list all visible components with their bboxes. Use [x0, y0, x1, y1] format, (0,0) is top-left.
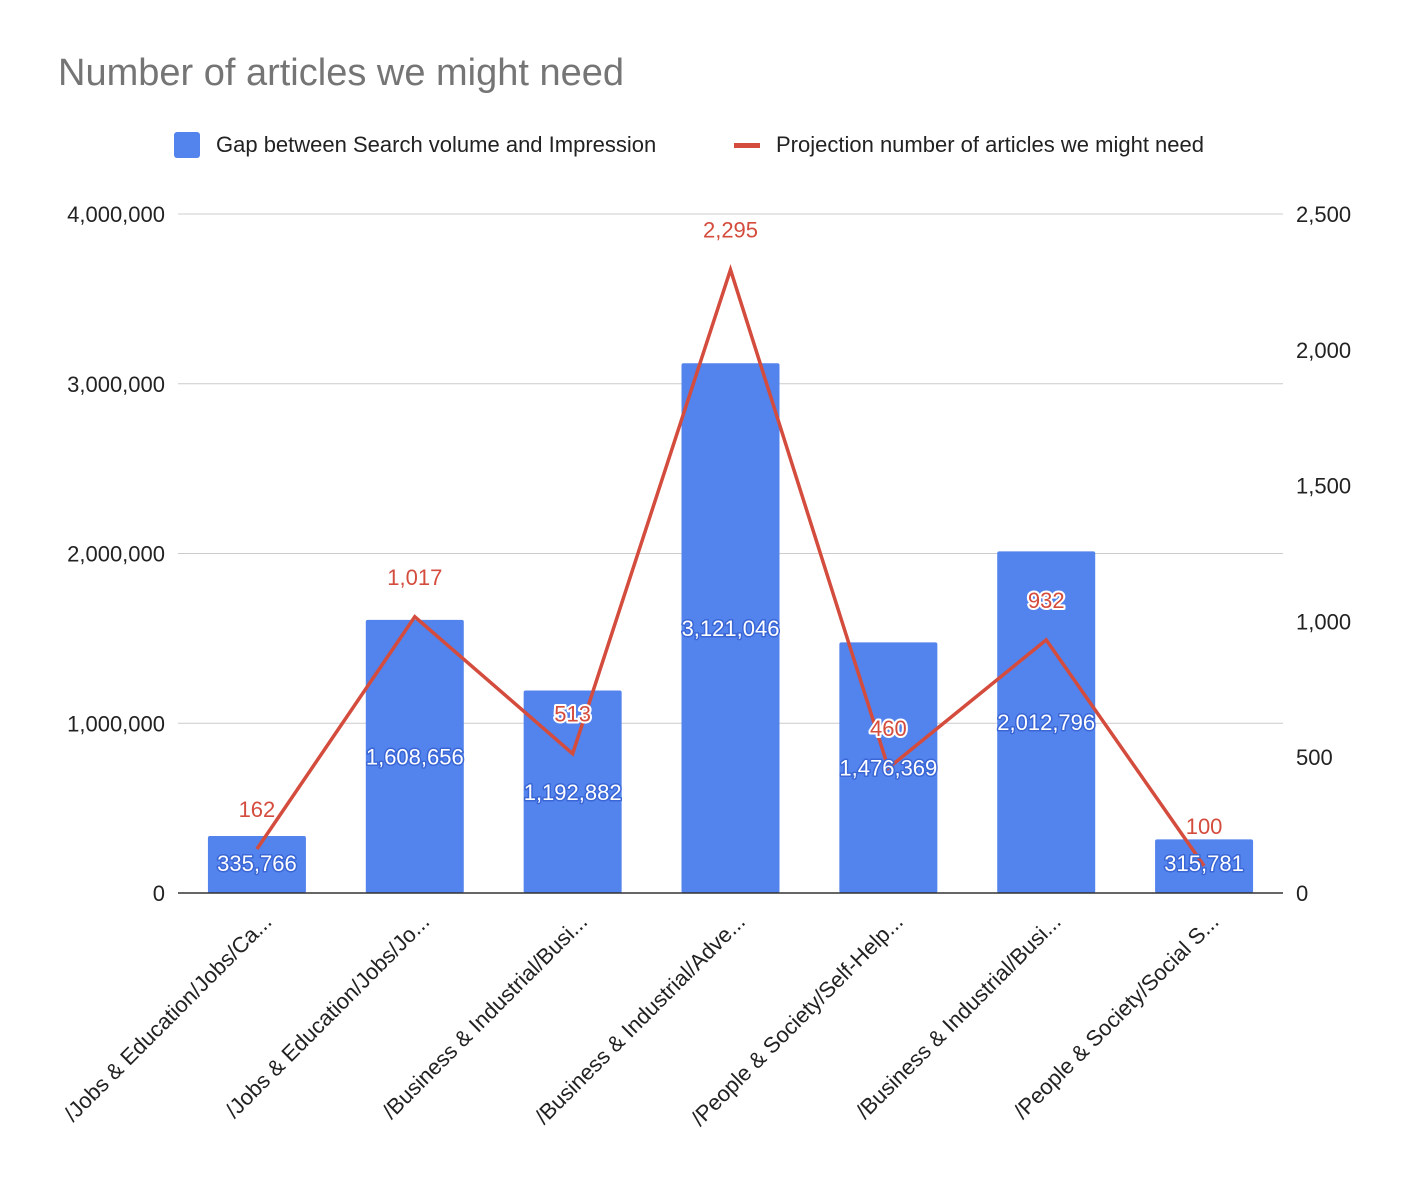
y-left-tick-label: 1,000,000: [67, 711, 165, 736]
line-data-label: 162: [239, 797, 276, 822]
bar-data-label: 3,121,046: [682, 616, 780, 641]
line-data-label: 2,295: [703, 218, 758, 243]
bar-data-label: 2,012,796: [997, 710, 1095, 735]
legend-item-bar-series[interactable]: Gap between Search volume and Impression: [174, 132, 656, 158]
bar-data-label: 1,608,656: [366, 744, 464, 769]
y-right-tick-label: 2,500: [1296, 202, 1351, 227]
y-right-tick-label: 0: [1296, 881, 1308, 906]
legend-swatch-bar: [174, 132, 200, 158]
bar-data-label: 1,476,369: [839, 756, 937, 781]
legend-label-bar-series: Gap between Search volume and Impression: [216, 132, 657, 157]
legend-item-line-series[interactable]: Projection number of articles we might n…: [734, 132, 1204, 158]
line-data-label: 460: [870, 716, 907, 741]
chart-title: Number of articles we might need: [58, 52, 625, 94]
bar-data-label: 1,192,882: [524, 780, 622, 805]
legend-swatch-line: [734, 142, 760, 148]
y-right-tick-label: 1,000: [1296, 609, 1351, 634]
y-right-tick-label: 2,000: [1296, 338, 1351, 363]
line-data-label: 513: [554, 702, 591, 727]
bar-data-label: 315,781: [1164, 851, 1244, 876]
bar: [523, 690, 622, 893]
y-left-tick-label: 3,000,000: [67, 372, 165, 397]
legend-label-line-series: Projection number of articles we might n…: [776, 132, 1204, 157]
y-left-tick-label: 2,000,000: [67, 542, 165, 567]
y-left-tick-label: 0: [153, 881, 165, 906]
line-data-label: 100: [1186, 814, 1223, 839]
bar: [207, 836, 306, 893]
y-right-tick-label: 500: [1296, 745, 1333, 770]
line-data-label: 1,017: [387, 565, 442, 590]
bar-data-label: 335,766: [217, 851, 297, 876]
legend: Gap between Search volume and Impression…: [0, 132, 1416, 168]
y-right-tick-label: 1,500: [1296, 474, 1351, 499]
bar: [365, 619, 464, 893]
line-data-label: 932: [1028, 588, 1065, 613]
y-left-tick-label: 4,000,000: [67, 202, 165, 227]
bar: [997, 551, 1096, 893]
bar: [1155, 839, 1254, 893]
bar: [681, 363, 780, 893]
